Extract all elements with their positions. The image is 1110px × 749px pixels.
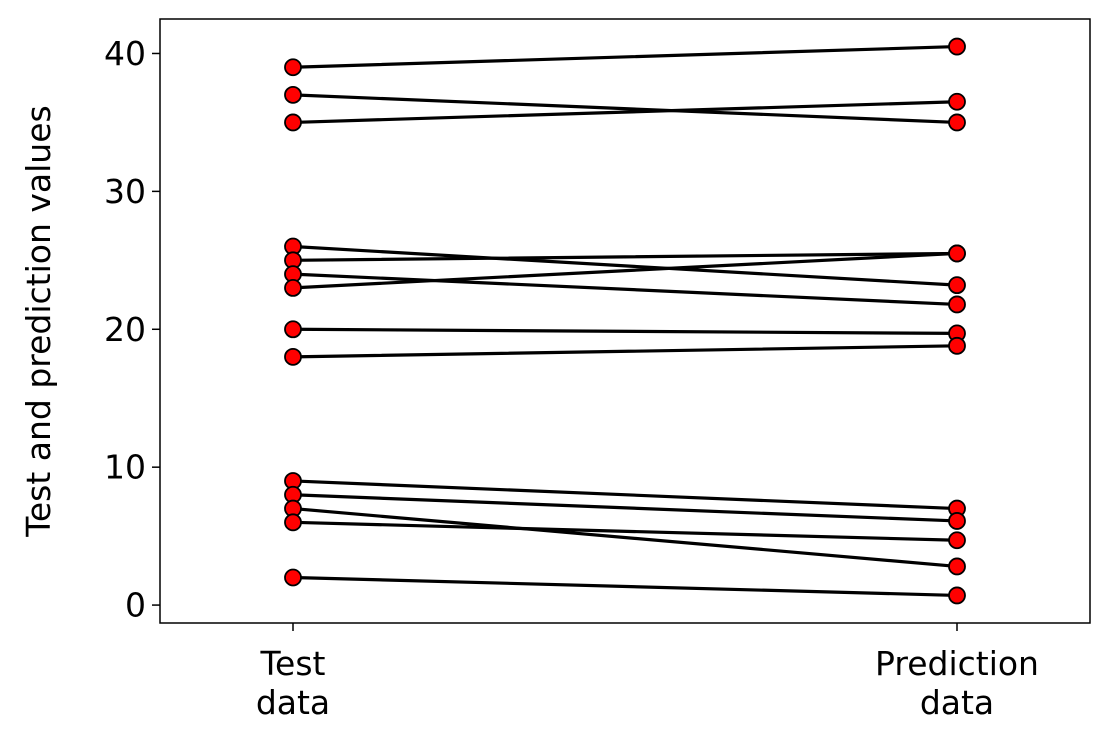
test-point-1 [284, 85, 302, 104]
pair-line-7 [291, 327, 959, 336]
y-tick-label-30: 30 [104, 172, 146, 211]
series-layer [284, 37, 966, 605]
test-point-6 [284, 279, 302, 297]
pair-line-12 [291, 520, 959, 542]
plot-frame [159, 18, 1091, 624]
x-tick-label-1: Prediction data [875, 644, 1039, 722]
prediction-point-3 [948, 276, 966, 295]
pair-line-9 [291, 479, 959, 511]
y-tick-label-20: 20 [104, 310, 146, 349]
pair-line-5 [291, 272, 959, 307]
prediction-point-5 [948, 295, 966, 314]
prediction-point-6 [948, 244, 966, 263]
pair-line-4 [291, 251, 959, 262]
test-point-0 [284, 58, 302, 77]
prediction-point-2 [948, 92, 966, 111]
y-tick-label-0: 0 [125, 586, 146, 625]
prediction-point-12 [948, 531, 966, 550]
test-point-7 [284, 320, 302, 339]
y-tick-label-10: 10 [104, 448, 146, 487]
axis-layer: 0 10 20 30 40 Test data Prediction data [104, 34, 1039, 722]
prediction-point-1 [948, 113, 966, 132]
pair-line-0 [291, 44, 959, 69]
pair-line-2 [291, 100, 959, 125]
prediction-point-8 [948, 336, 966, 355]
prediction-point-10 [948, 512, 966, 530]
x-tick-label-0: Test data [256, 644, 330, 722]
pair-line-13 [291, 575, 959, 598]
test-point-13 [284, 568, 302, 587]
prediction-point-0 [948, 37, 966, 56]
test-point-8 [284, 347, 302, 366]
y-tick-label-40: 40 [104, 34, 146, 73]
prediction-point-13 [948, 586, 966, 605]
y-axis-label: Test and prediction values [19, 105, 58, 537]
test-point-12 [284, 513, 302, 532]
pair-line-10 [291, 493, 959, 523]
test-point-2 [284, 113, 302, 132]
prediction-point-11 [948, 557, 966, 576]
pair-line-11 [291, 506, 959, 569]
pair-line-8 [291, 344, 959, 359]
pair-line-6 [291, 251, 959, 290]
pair-line-3 [291, 244, 959, 287]
pair-line-1 [291, 93, 959, 125]
